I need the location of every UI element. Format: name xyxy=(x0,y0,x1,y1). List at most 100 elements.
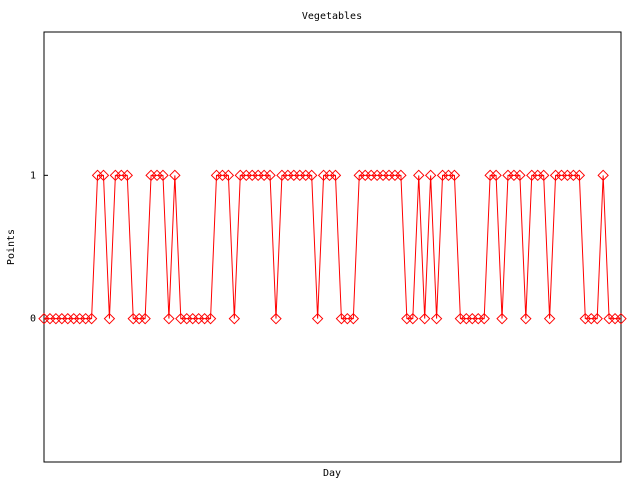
data-point xyxy=(424,169,437,182)
data-point xyxy=(103,312,116,325)
data-point xyxy=(413,169,425,182)
data-point xyxy=(555,169,568,182)
data-point xyxy=(246,169,258,182)
data-point xyxy=(472,312,484,325)
data-point xyxy=(258,169,270,182)
data-point xyxy=(436,169,449,182)
data-point xyxy=(389,169,401,182)
data-point xyxy=(597,169,609,182)
y-tick-label: 0 xyxy=(30,314,36,325)
data-point xyxy=(50,312,62,325)
data-point xyxy=(549,169,562,182)
data-point xyxy=(282,169,294,182)
data-point xyxy=(234,169,247,182)
data-point xyxy=(317,169,330,182)
data-point xyxy=(252,169,264,182)
data-point xyxy=(615,312,627,325)
data-point xyxy=(85,312,98,325)
data-point xyxy=(329,169,342,182)
data-point xyxy=(526,169,538,182)
data-point xyxy=(466,312,478,325)
data-point xyxy=(430,312,443,325)
data-point xyxy=(395,169,407,182)
data-point xyxy=(175,312,187,325)
data-point xyxy=(276,169,288,182)
data-point xyxy=(520,312,532,325)
data-point xyxy=(401,312,413,325)
data-point xyxy=(115,169,128,182)
data-point xyxy=(514,169,526,182)
data-point xyxy=(44,312,56,325)
data-point xyxy=(490,169,502,182)
data-point xyxy=(216,169,229,182)
data-point xyxy=(335,312,348,325)
data-point xyxy=(157,169,169,182)
data-point xyxy=(502,169,514,182)
data-point xyxy=(91,169,104,182)
data-point xyxy=(371,169,383,182)
data-point xyxy=(109,169,122,182)
data-point xyxy=(573,169,586,182)
data-point xyxy=(418,312,431,325)
data-point xyxy=(496,312,508,325)
data-point xyxy=(478,312,490,325)
data-point xyxy=(288,169,300,182)
data-point xyxy=(56,312,68,325)
data-point xyxy=(151,169,163,182)
data-point xyxy=(73,312,86,325)
data-point xyxy=(305,169,318,182)
data-point xyxy=(585,312,597,325)
data-point xyxy=(294,169,306,182)
data-line xyxy=(44,174,621,320)
data-point xyxy=(442,169,455,182)
data-point xyxy=(407,312,419,325)
data-point xyxy=(347,312,360,325)
data-point xyxy=(353,169,365,182)
data-point xyxy=(222,169,235,182)
chart-title: Vegetables xyxy=(302,11,362,22)
data-point xyxy=(341,312,354,325)
data-point xyxy=(62,312,74,325)
data-point xyxy=(591,312,603,325)
data-point xyxy=(532,169,544,182)
y-axis-label: Points xyxy=(6,229,17,265)
data-point xyxy=(484,169,496,182)
data-point xyxy=(38,312,50,325)
data-point xyxy=(609,312,621,325)
data-point xyxy=(169,169,181,182)
data-point xyxy=(323,169,336,182)
data-point xyxy=(508,169,520,182)
data-point xyxy=(145,169,157,182)
data-point xyxy=(68,312,80,325)
data-point xyxy=(454,312,467,325)
x-axis-label: Day xyxy=(323,468,341,479)
data-point xyxy=(240,169,252,182)
data-point xyxy=(181,312,193,325)
data-point xyxy=(97,169,110,182)
data-point xyxy=(359,169,371,182)
data-point xyxy=(537,169,550,182)
data-point xyxy=(448,169,461,182)
data-point xyxy=(228,312,241,325)
data-point xyxy=(139,312,151,325)
data-point xyxy=(383,169,395,182)
data-point xyxy=(460,312,473,325)
data-point xyxy=(567,169,580,182)
data-point xyxy=(270,312,282,325)
data-point xyxy=(79,312,92,325)
data-point xyxy=(210,169,223,182)
data-point xyxy=(377,169,389,182)
data-point xyxy=(163,312,175,325)
data-point xyxy=(365,169,377,182)
plot-frame xyxy=(43,31,622,463)
data-point xyxy=(187,312,199,325)
data-point xyxy=(311,312,324,325)
data-point xyxy=(121,169,133,182)
data-point xyxy=(127,312,139,325)
data-point xyxy=(603,312,615,325)
data-point xyxy=(192,312,205,325)
data-point xyxy=(300,169,312,182)
data-point xyxy=(264,169,276,182)
